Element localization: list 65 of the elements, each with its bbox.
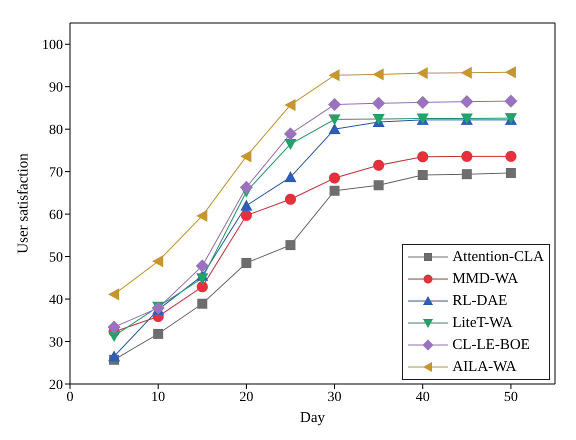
point	[374, 180, 384, 190]
point	[284, 139, 296, 150]
point	[416, 96, 430, 109]
point	[373, 160, 384, 171]
legend-label: LiteT-WA	[452, 314, 513, 330]
point	[504, 66, 516, 78]
point	[196, 273, 208, 284]
point	[196, 259, 209, 272]
point	[241, 258, 252, 268]
point	[417, 151, 428, 162]
point	[285, 240, 296, 250]
y-tick-label: 20	[49, 378, 63, 393]
point	[240, 200, 252, 211]
legend-label: AILA-WA	[452, 358, 516, 374]
point	[504, 94, 518, 108]
point	[505, 150, 516, 162]
point	[462, 169, 472, 180]
legend-label: RL-DAE	[452, 292, 508, 308]
y-tick-label: 100	[42, 38, 63, 54]
point	[328, 98, 342, 112]
x-tick-label: 0	[66, 390, 74, 405]
y-tick-label: 80	[49, 123, 63, 138]
y-tick-label: 40	[49, 293, 63, 308]
point	[196, 210, 208, 222]
x-tick-label: 20	[239, 390, 254, 405]
y-tick-label: 30	[49, 336, 63, 350]
point	[196, 281, 208, 292]
x-tick-label: 30	[328, 390, 342, 405]
point	[284, 194, 296, 205]
point	[328, 114, 341, 126]
point	[108, 288, 120, 300]
point	[284, 127, 297, 140]
legend-label: Attention-CLA	[452, 248, 544, 264]
point	[284, 171, 296, 182]
point	[108, 350, 120, 362]
legend-label: CL-LE-BOE	[452, 336, 530, 352]
x-tick-label: 40	[416, 390, 430, 405]
point	[329, 172, 340, 184]
y-tick-label: 50	[49, 250, 63, 266]
x-tick-label: 50	[504, 390, 518, 405]
point	[240, 210, 252, 221]
point	[416, 67, 428, 80]
point	[240, 180, 253, 194]
point	[330, 186, 340, 196]
legend-label: MMD-WA	[452, 270, 518, 286]
y-tick-label: 70	[49, 166, 63, 181]
y-axis-title: User satisfaction	[15, 152, 32, 254]
y-tick-label: 60	[49, 208, 63, 224]
point	[152, 255, 164, 268]
point	[328, 123, 341, 134]
point	[284, 98, 296, 111]
point	[506, 168, 516, 178]
point	[328, 69, 340, 82]
point	[461, 150, 472, 162]
y-tick-label: 90	[49, 80, 63, 96]
point	[418, 170, 428, 180]
point	[460, 66, 472, 79]
point	[372, 68, 384, 80]
x-axis-title: Day	[300, 410, 326, 426]
x-tick-label: 10	[151, 390, 166, 405]
point	[372, 96, 386, 110]
point	[197, 298, 208, 309]
point	[240, 150, 252, 162]
point	[460, 95, 474, 108]
point	[153, 328, 164, 339]
